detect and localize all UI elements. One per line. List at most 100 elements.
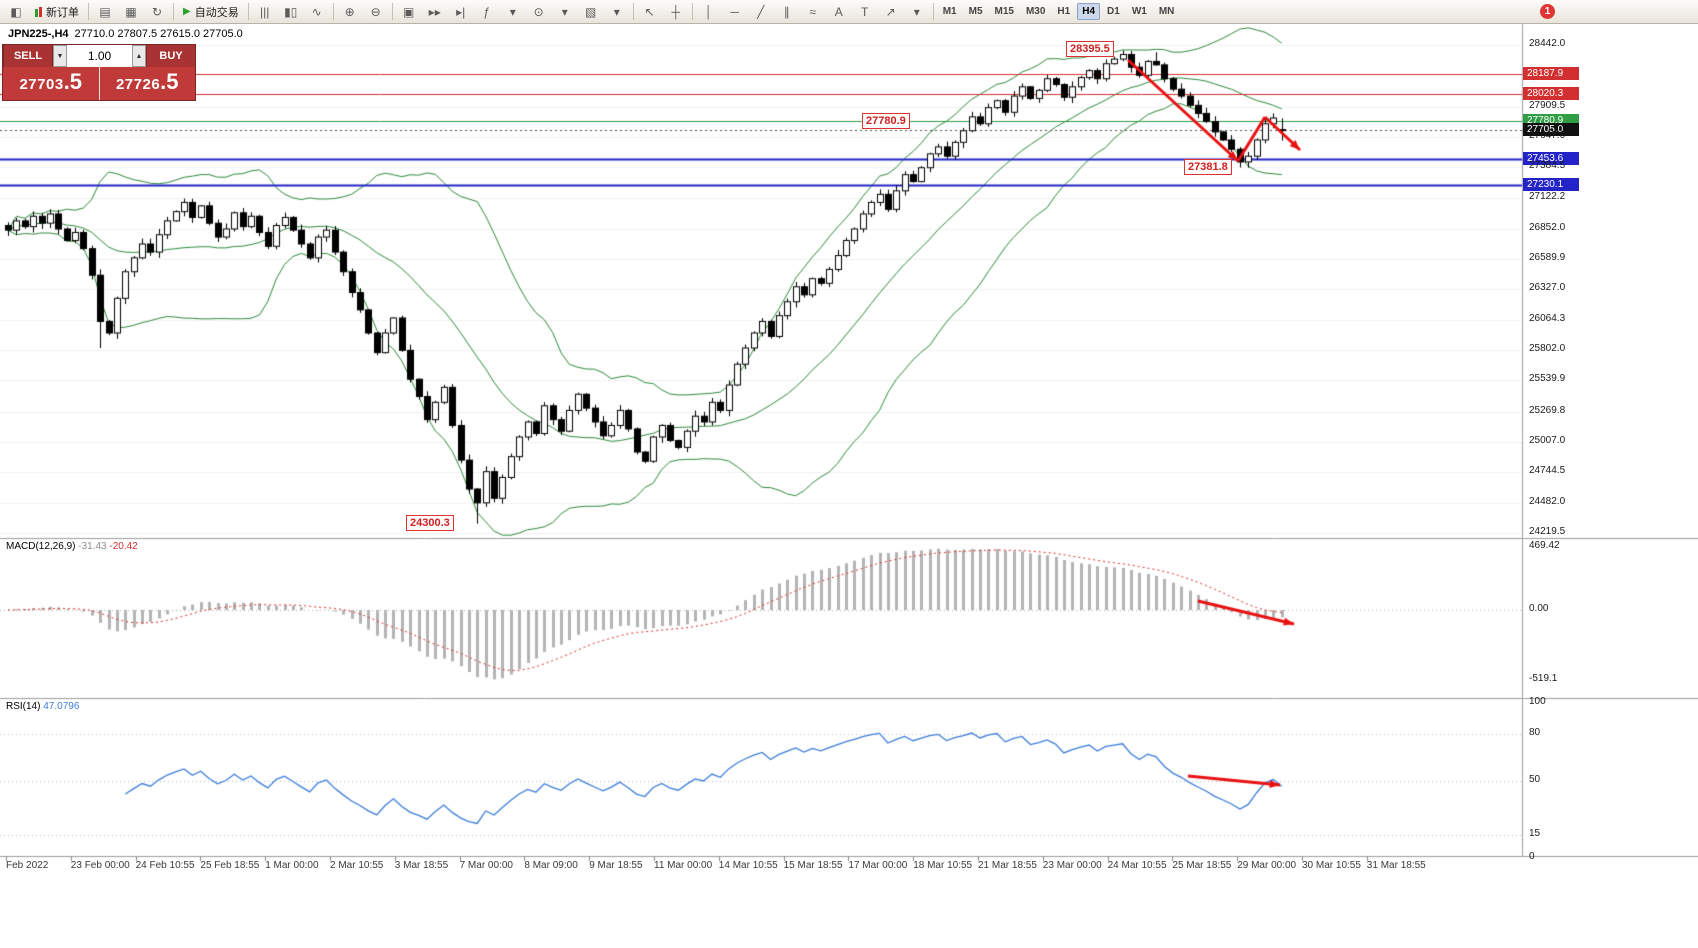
templates-dropdown-icon[interactable]: ▾ (613, 4, 620, 19)
volume-increase-button[interactable]: ▲ (132, 45, 146, 67)
rsi-name: RSI(14) (6, 701, 41, 712)
rsi-axis-100: 100 (1529, 696, 1546, 707)
templates-icon[interactable]: ▧ (585, 4, 597, 19)
time-tick-label: 15 Mar 18:55 (783, 860, 843, 871)
time-tick-label: 23 Feb 00:00 (70, 860, 130, 871)
autotrading-play-icon: ▶ (183, 6, 191, 17)
time-axis[interactable]: Feb 2022 23 Feb 00:00 24 Feb 10:55 25 Feb 1… (0, 858, 1522, 876)
timeframe-button-m1[interactable]: M1 (942, 6, 957, 17)
periods-dropdown-icon[interactable]: ▾ (561, 4, 568, 19)
buy-price-main: 27726 (115, 76, 161, 93)
price-tag-27453.6: 27453.6 (1523, 152, 1579, 166)
toolbar-separator (691, 3, 693, 20)
timeframe-button-h1[interactable]: H1 (1057, 6, 1071, 17)
price-tick-26064.3: 26064.3 (1529, 312, 1566, 324)
time-tick-label: 1 Mar 00:00 (265, 860, 319, 871)
trendline-icon[interactable]: ╱ (757, 4, 765, 19)
timeframe-button-d1[interactable]: D1 (1107, 6, 1120, 17)
zoom-out-icon[interactable]: ⊖ (370, 4, 381, 19)
time-tick-label: 23 Mar 00:00 (1042, 860, 1102, 871)
periods-icon[interactable]: ⊙ (533, 4, 544, 19)
timeframe-button-m30[interactable]: M30 (1025, 6, 1046, 17)
macd-axis--519.1: -519.1 (1529, 672, 1558, 684)
arrows-dropdown-icon[interactable]: ▾ (913, 4, 920, 19)
price-tag-27705.0: 27705.0 (1523, 123, 1579, 137)
rsi-label: RSI(14) 47.0796 (6, 701, 79, 712)
time-tick-label: 18 Mar 10:55 (913, 860, 973, 871)
price-annotation-27381.8[interactable]: 27381.8 (1184, 159, 1232, 175)
toolbar-separator (391, 3, 393, 20)
macd-label: MACD(12,26,9) -31.43 -20.42 (6, 541, 138, 552)
sell-price[interactable]: 27703 .5 (3, 67, 100, 100)
time-tick-label: 7 Mar 00:00 (459, 860, 513, 871)
indicators-dropdown-icon[interactable]: ▾ (509, 4, 516, 19)
vertical-line-icon[interactable]: │ (704, 4, 713, 19)
time-tick-label: 24 Mar 10:55 (1107, 860, 1167, 871)
data-window-icon[interactable]: ▦ (125, 4, 137, 19)
tile-windows-icon[interactable]: ▣ (403, 4, 415, 19)
volume-decrease-button[interactable]: ▼ (53, 45, 67, 67)
new-order-icon (35, 6, 42, 17)
price-tick-26327.0: 26327.0 (1529, 282, 1566, 294)
price-tick-25539.9: 25539.9 (1529, 373, 1566, 385)
price-tag-28187.9: 28187.9 (1523, 67, 1579, 81)
arrows-icon[interactable]: ↗ (885, 4, 896, 19)
indicators-icon[interactable]: ƒ (483, 4, 491, 19)
chart-window-icon[interactable]: ◧ (10, 4, 22, 19)
macd-value-signal: -20.42 (109, 541, 138, 552)
time-tick-label: 29 Mar 00:00 (1237, 860, 1297, 871)
symbol-timeframe-label: JPN225-,H4 (8, 28, 69, 40)
chart-shift-icon[interactable]: ▸| (456, 4, 466, 19)
timeframe-button-w1[interactable]: W1 (1131, 6, 1147, 17)
timeframe-button-m5[interactable]: M5 (968, 6, 983, 17)
line-chart-icon[interactable]: ∿ (311, 4, 322, 19)
channel-icon[interactable]: ∥ (783, 4, 790, 19)
timeframe-button-h4[interactable]: H4 (1077, 3, 1101, 20)
buy-button[interactable]: BUY (146, 45, 195, 67)
price-tick-24482.0: 24482.0 (1529, 495, 1566, 507)
buy-price[interactable]: 27726 .5 (100, 67, 196, 100)
new-order-button[interactable]: 新订单 (29, 1, 85, 23)
macd-value-main: -31.43 (78, 541, 107, 552)
price-tick-25269.8: 25269.8 (1529, 404, 1566, 416)
candlestick-chart-icon[interactable]: ▮▯ (284, 4, 298, 19)
time-tick-label: 3 Mar 18:55 (394, 860, 449, 871)
toolbar: ◧ 新订单 ▤ ▦ ↻ ▶ 自动交易 ||| ▮▯ ∿ ⊕ ⊖ ▣ ▸▸ ▸| ƒ ▾ ⊙ ▾ ▧ ▾ ↖ ┼ │ ─ ╱ ∥ ≈ A T… (0, 0, 1698, 24)
rsi-axis-15: 15 (1529, 827, 1541, 839)
macd-name: MACD(12,26,9) (6, 541, 76, 552)
notification-badge[interactable]: 1 (1540, 4, 1555, 19)
price-axis[interactable]: 28442.0 28187.9 28020.3 27909.5 27780.9 27705… (1522, 24, 1698, 876)
autotrading-button[interactable]: ▶ 自动交易 (183, 6, 239, 19)
zoom-in-icon[interactable]: ⊕ (344, 4, 355, 19)
rsi-axis-50: 50 (1529, 773, 1541, 785)
auto-scroll-icon[interactable]: ▸▸ (428, 4, 441, 19)
text-icon[interactable]: A (834, 4, 843, 19)
one-click-trade-panel: SELL ▼ ▲ BUY 27703 .5 27726 .5 (2, 44, 196, 101)
sell-button[interactable]: SELL (3, 45, 53, 67)
toolbar-separator (632, 3, 634, 20)
price-tick-25007.0: 25007.0 (1529, 434, 1566, 446)
refresh-icon[interactable]: ↻ (151, 4, 163, 19)
horizontal-line-icon[interactable]: ─ (730, 4, 739, 19)
fibonacci-icon[interactable]: ≈ (809, 4, 816, 19)
price-annotation-27780.9[interactable]: 27780.9 (862, 113, 910, 129)
volume-input[interactable] (67, 45, 132, 67)
timeframe-button-mn[interactable]: MN (1158, 6, 1175, 17)
price-tick-27122.2: 27122.2 (1529, 190, 1566, 202)
time-tick-label: 2 Mar 10:55 (330, 860, 384, 871)
label-icon[interactable]: T (861, 4, 869, 19)
market-watch-icon[interactable]: ▤ (99, 4, 111, 19)
price-tag-27230.1: 27230.1 (1523, 178, 1579, 192)
toolbar-separator (247, 3, 249, 20)
toolbar-separator (332, 3, 334, 20)
price-tick-26589.9: 26589.9 (1529, 252, 1566, 264)
rsi-axis-80: 80 (1529, 727, 1541, 738)
timeframe-button-m15[interactable]: M15 (994, 6, 1014, 17)
price-annotation-28395.5[interactable]: 28395.5 (1066, 41, 1114, 57)
crosshair-icon[interactable]: ┼ (671, 4, 680, 19)
cursor-icon[interactable]: ↖ (644, 4, 655, 19)
bar-chart-icon[interactable]: ||| (260, 4, 270, 19)
price-annotation-24300.3[interactable]: 24300.3 (406, 515, 454, 531)
